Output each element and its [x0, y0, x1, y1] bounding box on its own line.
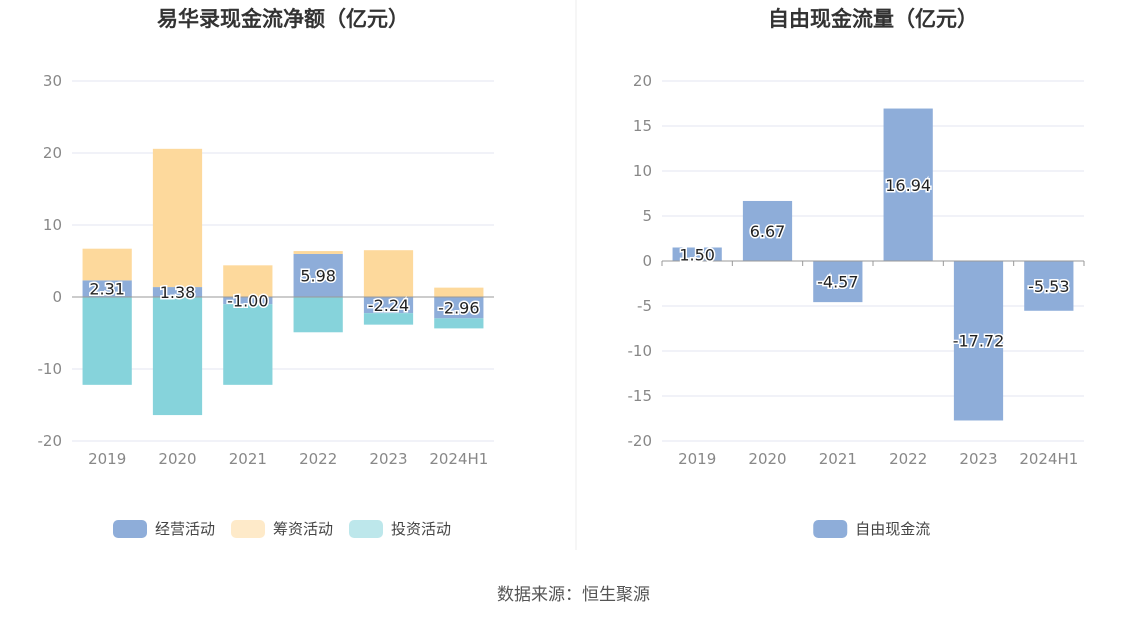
x-tick-label-2020: 2020	[748, 450, 786, 468]
legend-swatch-financing	[231, 520, 265, 538]
bar--2024h1	[434, 297, 484, 319]
bar--2019	[82, 297, 132, 385]
data-label: 16.94	[885, 176, 931, 195]
y-tick-label: -10	[38, 360, 63, 378]
y-tick-label: -15	[628, 387, 653, 405]
bar--2023	[363, 297, 414, 314]
x-tick-label-2023: 2023	[959, 450, 997, 468]
bar--2020	[152, 297, 203, 416]
bar--2019	[82, 280, 132, 297]
data-label: 1.38	[160, 283, 196, 302]
y-tick-label: -20	[628, 432, 653, 450]
legend-label-investing: 投资活动	[391, 520, 451, 538]
x-tick-label-2024h1: 2024H1	[1019, 450, 1078, 468]
cashflow-net-chart: 易华录现金流净额（亿元） 30 20 10 0 -10 -20 2019 2020 2021 202…	[38, 7, 494, 538]
bar--2022	[293, 253, 343, 297]
data-label: -5.53	[1028, 277, 1069, 296]
data-label: -1.00	[227, 292, 268, 311]
chart-title: 易华录现金流净额（亿元）	[157, 7, 409, 31]
y-tick-label: 30	[43, 72, 62, 90]
bar--2020	[742, 200, 793, 261]
bar--2023	[953, 261, 1004, 421]
legend-label-financing: 筹资活动	[273, 520, 333, 538]
y-tick-label: 0	[642, 252, 652, 270]
x-tick-label-2020: 2020	[158, 450, 196, 468]
y-tick-label: 10	[633, 162, 652, 180]
legend-swatch-investing	[349, 520, 383, 538]
x-tick-label-2019: 2019	[88, 450, 126, 468]
bar--2021	[813, 261, 863, 303]
y-tick-label: 20	[43, 144, 62, 162]
y-tick-label: -20	[38, 432, 63, 450]
data-label: 5.98	[300, 266, 336, 285]
legend-label-free-cash: 自由现金流	[855, 520, 930, 538]
bar--2024h1	[434, 287, 484, 297]
data-label: 6.67	[750, 222, 786, 241]
bar--2022	[883, 108, 933, 261]
bar--2021	[223, 265, 273, 297]
legend-label-operating: 经营活动	[155, 520, 215, 538]
data-label: -2.96	[438, 299, 479, 318]
bar--2022	[293, 251, 343, 254]
data-label: -2.24	[368, 296, 409, 315]
free-cashflow-chart: 自由现金流量（亿元） 20 15 10 5 0 -5 -10 -15 -20 2019 2020 202…	[628, 7, 1085, 538]
data-label: 1.50	[679, 245, 715, 264]
x-tick-label-2024h1: 2024H1	[429, 450, 488, 468]
x-tick-label-2021: 2021	[819, 450, 857, 468]
x-tick-label-2021: 2021	[229, 450, 267, 468]
bar--2024h1	[1024, 261, 1074, 311]
bar--2020	[152, 148, 203, 288]
source-note: 数据来源：恒生聚源	[497, 585, 650, 605]
bar--2022	[293, 297, 343, 333]
chart-title: 自由现金流量（亿元）	[768, 7, 978, 31]
bar--2021	[223, 297, 273, 305]
legend-swatch-operating	[113, 520, 147, 538]
bar--2024h1	[434, 318, 484, 329]
y-tick-label: -10	[628, 342, 653, 360]
x-tick-label-2019: 2019	[678, 450, 716, 468]
y-tick-label: 10	[43, 216, 62, 234]
x-tick-label-2023: 2023	[369, 450, 407, 468]
y-tick-label: 5	[642, 207, 652, 225]
x-tick-label-2022: 2022	[889, 450, 927, 468]
y-tick-label: 15	[633, 117, 652, 135]
data-label: -4.57	[817, 273, 858, 292]
y-tick-label: 20	[633, 72, 652, 90]
y-tick-label: -5	[637, 297, 652, 315]
bar--2019	[672, 247, 722, 261]
data-label: 2.31	[89, 280, 125, 299]
legend-swatch-free-cash	[813, 520, 848, 538]
y-tick-label: 0	[52, 288, 62, 306]
bar--2023	[363, 250, 414, 297]
x-tick-label-2022: 2022	[299, 450, 337, 468]
bar--2019	[82, 248, 132, 281]
bar--2023	[363, 313, 414, 325]
bar--2020	[152, 287, 203, 297]
bar--2021	[223, 304, 273, 385]
data-label: -17.72	[953, 332, 1005, 351]
